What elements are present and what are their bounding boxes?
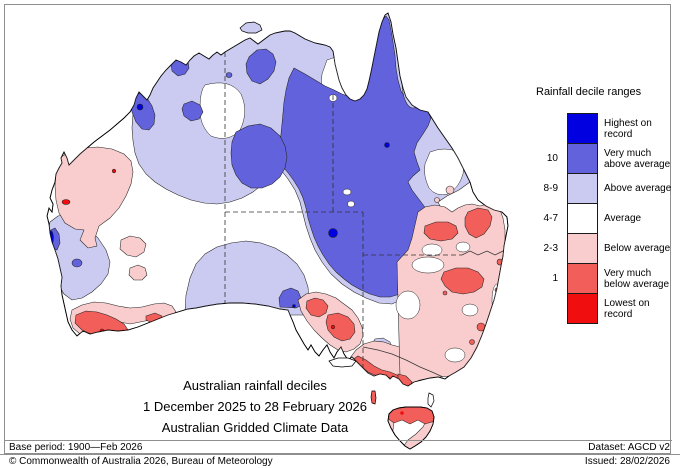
legend-range: 4-7 <box>543 213 558 224</box>
legend-swatch-highest <box>567 113 598 144</box>
map-title: Australian rainfall deciles <box>183 378 327 393</box>
legend-range: 10 <box>546 153 558 164</box>
legend-swatch-above <box>567 173 598 204</box>
base-period-text: Base period: 1900—Feb 2026 <box>9 442 143 453</box>
legend-label: Above average <box>604 183 672 194</box>
map-title-block: Australian rainfall deciles 1 December 2… <box>70 375 440 438</box>
legend-row: Highest on record <box>536 113 678 144</box>
legend: Rainfall decile ranges Highest on record… <box>536 86 678 324</box>
legend-swatch-very-much-below <box>567 263 598 294</box>
legend-range: 8-9 <box>543 183 558 194</box>
legend-range: 1 <box>552 273 558 284</box>
legend-swatch-average <box>567 203 598 234</box>
legend-row: 4-7 Average <box>536 203 678 234</box>
legend-swatch-below <box>567 233 598 264</box>
dataset-text: Dataset: AGCD v2 <box>588 442 670 453</box>
legend-label: Highest on record <box>604 117 652 140</box>
legend-swatch-lowest <box>567 293 598 324</box>
legend-title: Rainfall decile ranges <box>536 86 642 98</box>
legend-row: 8-9 Above average <box>536 173 678 204</box>
footer-divider <box>0 454 680 455</box>
legend-label: Very much above average <box>604 147 671 170</box>
map-period: 1 December 2025 to 28 February 2026 <box>142 399 368 414</box>
map-bottom-border <box>4 440 672 441</box>
legend-row: Lowest on record <box>536 293 678 324</box>
copyright-text: © Commonwealth of Australia 2026, Bureau… <box>9 456 273 467</box>
legend-swatch-very-much-above <box>567 143 598 174</box>
issued-text: Issued: 28/02/2026 <box>584 456 670 467</box>
legend-label: Lowest on record <box>604 297 650 320</box>
map-dataset-title: Australian Gridded Climate Data <box>161 420 349 435</box>
legend-label: Very much below average <box>604 267 670 290</box>
legend-row: 10 Very much above average <box>536 143 678 174</box>
legend-row: 2-3 Below average <box>536 233 678 264</box>
legend-label: Average <box>604 213 642 224</box>
legend-row: 1 Very much below average <box>536 263 678 294</box>
legend-label: Below average <box>604 243 671 254</box>
legend-range: 2-3 <box>543 243 558 254</box>
